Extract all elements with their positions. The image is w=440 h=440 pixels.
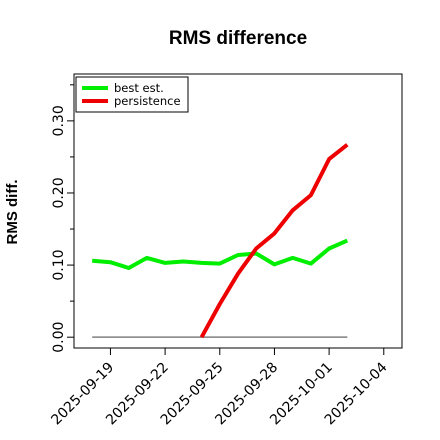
legend-label: persistence: [114, 94, 181, 108]
series-line-persistence: [199, 143, 349, 339]
chart-title: RMS difference: [169, 28, 307, 49]
legend-box: [75, 76, 189, 113]
y-tick-label: 0.10: [51, 249, 67, 280]
plot-frame: [73, 73, 403, 349]
legend: best est.persistence: [75, 76, 189, 113]
y-axis-label: RMS diff.: [4, 180, 21, 245]
series-line-best-est: [92, 238, 349, 270]
y-tick-label: 0.30: [51, 105, 67, 136]
plot-area: 0.000.100.200.302025-09-192025-09-222025…: [48, 84, 391, 428]
y-tick-label: 0.00: [51, 322, 67, 353]
y-tick-label: 0.20: [51, 177, 67, 208]
legend-label: best est.: [114, 81, 164, 95]
